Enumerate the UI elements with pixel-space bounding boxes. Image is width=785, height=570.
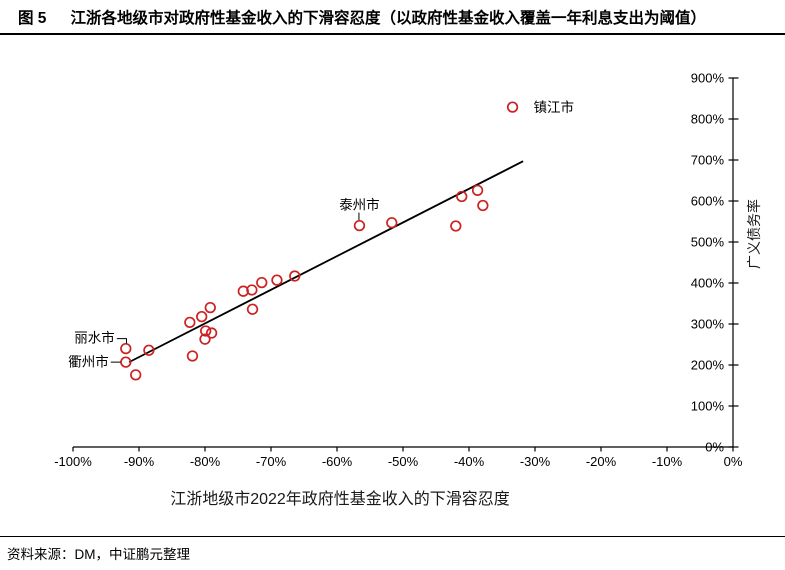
y-tick-label: 200% — [691, 358, 725, 373]
header-divider — [0, 33, 785, 36]
x-tick-label: 0% — [724, 454, 743, 469]
x-tick-label: -50% — [388, 454, 419, 469]
x-axis-title: 江浙地级市2022年政府性基金收入的下滑容忍度 — [170, 491, 510, 508]
y-axis-title: 广义债务率 — [746, 199, 762, 269]
data-point — [289, 270, 301, 282]
x-tick-label: -20% — [586, 454, 617, 469]
y-tick-label: 300% — [691, 317, 725, 332]
x-tick-label: -40% — [454, 454, 485, 469]
y-tick-label: 900% — [691, 71, 725, 86]
data-point — [200, 325, 212, 337]
x-tick-label: -70% — [256, 454, 287, 469]
data-point — [246, 303, 259, 315]
x-tick-label: -90% — [124, 454, 155, 469]
data-point — [471, 184, 484, 196]
data-point — [196, 310, 208, 323]
source-note: 资料来源：DM，中证鹏元整理 — [7, 547, 190, 562]
y-tick-label: 400% — [691, 276, 725, 291]
y-tick-label: 0% — [705, 440, 724, 455]
footer-divider — [0, 536, 785, 538]
x-tick-label: -30% — [520, 454, 551, 469]
data-point — [184, 316, 196, 329]
data-point — [450, 220, 462, 232]
y-tick-label: 600% — [691, 194, 725, 209]
data-point — [271, 274, 283, 286]
annotation-connector — [116, 338, 127, 344]
data-point — [506, 101, 519, 113]
point-label: 泰州市 — [339, 197, 380, 213]
data-point — [353, 219, 366, 232]
chart-area: -100% -90% -80% -70% -60% -50% -40% -30% -20% -10… — [0, 36, 785, 536]
data-point — [205, 327, 218, 339]
point-label: 衢州市 — [68, 354, 109, 370]
data-point — [199, 333, 211, 345]
data-point — [130, 369, 142, 381]
data-point — [386, 217, 398, 229]
point-label: 镇江市 — [534, 99, 575, 115]
x-tick-label: -80% — [190, 454, 221, 469]
data-point — [246, 284, 258, 296]
y-tick-label: 800% — [691, 112, 725, 127]
scatter-chart: -100% -90% -80% -70% -60% -50% -40% -30% -20% -10… — [54, 71, 743, 470]
x-tick-label: -60% — [322, 454, 353, 469]
point-label: 丽水市 — [74, 330, 115, 346]
figure-header: 图 5 江浙各地级市对政府性基金收入的下滑容忍度（以政府性基金收入覆盖一年利息支… — [18, 9, 777, 29]
data-point — [237, 285, 249, 297]
figure-title: 江浙各地级市对政府性基金收入的下滑容忍度（以政府性基金收入覆盖一年利息支出为阈值… — [70, 10, 706, 27]
y-tick-label: 500% — [691, 235, 725, 250]
data-point — [120, 342, 132, 355]
data-point — [477, 199, 489, 212]
data-point — [186, 350, 199, 362]
x-tick-label: -10% — [652, 454, 683, 469]
figure-label: 图 5 — [18, 10, 47, 27]
data-point — [143, 344, 155, 356]
x-tick-label: -100% — [54, 454, 92, 469]
data-point — [120, 356, 132, 368]
y-tick-label: 100% — [691, 399, 725, 414]
data-point — [256, 276, 268, 289]
data-point — [204, 301, 216, 314]
data-point — [456, 190, 468, 203]
y-tick-label: 700% — [691, 153, 725, 168]
